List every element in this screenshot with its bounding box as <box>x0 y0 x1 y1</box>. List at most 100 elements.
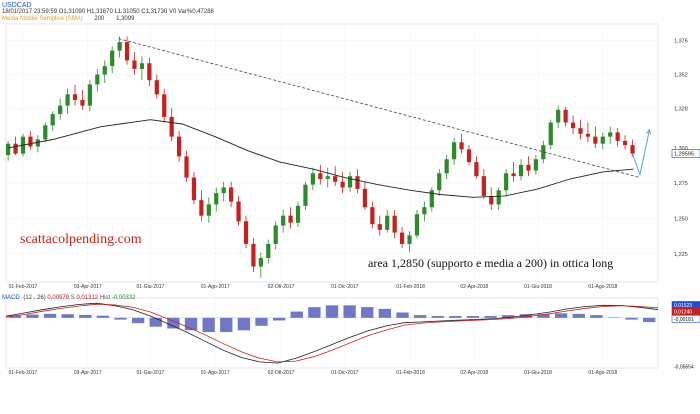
candle-down <box>236 201 241 222</box>
last-price-label: 1,29595 <box>674 152 694 158</box>
y-tick-label: 1,376 <box>674 39 688 45</box>
candle-down <box>622 140 628 146</box>
macd-hist-bar <box>643 317 656 323</box>
price-chart: 1,376 1,352 1,328 1,300 1,275 1,250 1,225 01-F… <box>5 23 700 290</box>
y-tick-label: 1,300 <box>674 146 688 152</box>
last-price-marker: 1,29595 <box>671 149 700 158</box>
macd-y-tick-label: 0,01523 <box>674 303 692 309</box>
vol-label: V <box>168 9 173 15</box>
macd-hist-bar <box>396 312 409 318</box>
macd-legend: MACD (12 , 26) 0,00979 S 0,01312 Hist -0… <box>2 295 136 301</box>
candle-up <box>65 94 70 106</box>
candle-up <box>437 173 442 191</box>
arrow-head <box>646 128 652 135</box>
macd-params: (12 , 26) <box>23 295 46 301</box>
candle-down <box>184 156 189 178</box>
arrow-layer <box>632 128 652 177</box>
macd-hist-bar <box>502 315 515 318</box>
candle-up <box>281 215 286 226</box>
sma200-layer <box>8 119 634 198</box>
price-x-axis: 01-Feb-2017 03-Apr-2017 01-Giu-2017 01-Ago-… <box>9 284 618 290</box>
candle-down <box>191 177 197 201</box>
candle-down <box>162 94 167 117</box>
candle-up <box>496 190 501 205</box>
sma200-line <box>8 119 634 198</box>
candle-down <box>13 143 18 154</box>
macd-hist-bar <box>255 317 268 326</box>
macd-histogram <box>8 305 656 333</box>
macd-hist-bar <box>8 315 21 318</box>
candle-down <box>570 122 576 129</box>
macd-hist-bar <box>290 311 303 318</box>
candle-down <box>630 145 635 154</box>
x-tick-label: 01-Giu-2017 <box>137 284 165 290</box>
macd-hist-bar <box>519 314 533 318</box>
candle-down <box>176 136 182 157</box>
macd-y-tick-label: 0,01240 <box>674 309 692 315</box>
candle-down <box>526 164 531 171</box>
candle-down <box>377 224 382 230</box>
x-tick-label: 02-Apr-2018 <box>460 284 488 290</box>
macd-x-tick-label: 01-Dic-2017 <box>331 370 358 376</box>
macd-hist-bar <box>484 316 497 318</box>
candle-down <box>154 80 159 95</box>
macd-hist-bar <box>96 315 110 318</box>
candle-down <box>147 63 152 81</box>
y-tick-label: 1,225 <box>674 252 688 258</box>
x-tick-label: 01-Feb-2017 <box>9 284 38 290</box>
candle-up <box>556 109 561 123</box>
macd-hist-bar <box>61 314 74 318</box>
candle-down <box>132 60 137 69</box>
macd-hist-bar <box>43 313 57 318</box>
candle-up <box>43 125 48 140</box>
watermark: scattacolpending.com <box>20 232 142 247</box>
low-label: L <box>114 9 118 15</box>
macd-x-tick-label: 01-Giu-2018 <box>524 370 552 376</box>
macd-grid <box>5 297 659 369</box>
candle-down <box>466 149 472 163</box>
time-value: 23:59:59 <box>33 9 58 15</box>
x-tick-label: 01-Giu-2018 <box>524 284 552 290</box>
candle-down <box>124 42 130 61</box>
candle-down <box>370 207 375 225</box>
candle-down <box>288 215 293 223</box>
candle-down <box>28 136 33 147</box>
candle-down <box>511 173 516 177</box>
macd-hist-bar <box>114 317 127 320</box>
candle-up <box>444 159 449 174</box>
candle-down <box>578 128 583 134</box>
candle-down <box>481 176 486 196</box>
candle-down <box>199 200 204 216</box>
x-tick-label: 03-Apr-2017 <box>74 284 102 290</box>
candle-up <box>422 207 427 215</box>
last-price-box <box>671 149 700 158</box>
candle-up <box>541 145 546 160</box>
signal-value: 0,01312 <box>76 295 99 301</box>
sma-label: Media Mobile Semplice (SMA) <box>2 16 83 22</box>
high-label: H <box>86 9 92 15</box>
macd-hist-bar <box>361 307 374 318</box>
symbol-label: USDCAD <box>2 2 32 9</box>
x-tick-label: 01-Ago-2017 <box>201 284 230 290</box>
var-label: Var% <box>177 9 193 15</box>
price-frame <box>5 23 659 283</box>
candle-down <box>585 133 591 137</box>
ohlc-readout: 18/01/2017 23:59:59 O1,31090 H1,31870 L1… <box>2 9 214 15</box>
macd-lines <box>5 302 659 364</box>
candle-up <box>102 66 107 75</box>
sma-value: 1,3099 <box>116 16 135 22</box>
candle-down <box>333 176 338 182</box>
macd-hist-bar <box>343 305 356 318</box>
candle-up <box>429 190 434 208</box>
date-value: 18/01/2017 <box>2 9 33 15</box>
sma-legend: Media Mobile Semplice (SMA) 200 1,3099 <box>2 16 134 22</box>
open-value: 1,31090 <box>63 9 86 15</box>
candle-up <box>110 50 115 67</box>
candle-down <box>229 187 234 202</box>
macd-hist-bar <box>325 305 339 318</box>
candle-up <box>214 193 219 205</box>
macd-hist-bar <box>607 317 621 318</box>
price-grid <box>5 23 659 283</box>
x-tick-label: 02-Ott-2017 <box>268 284 295 290</box>
